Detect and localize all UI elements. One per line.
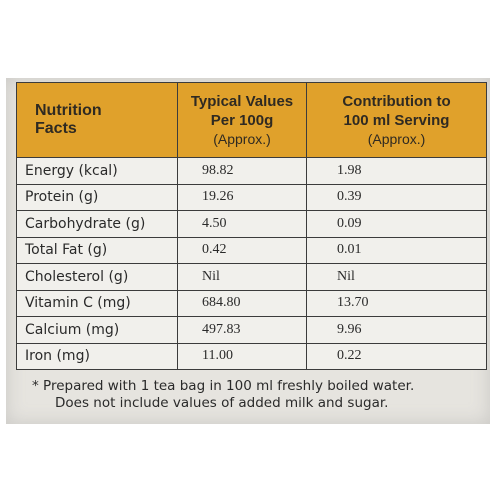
value-per-100g: 4.50 <box>177 210 307 238</box>
value-per-100g: 98.82 <box>177 157 307 185</box>
header-typical-values-line2: Per 100g <box>210 112 274 129</box>
value-per-serving: 0.01 <box>306 236 487 264</box>
nutrition-facts-table: Nutrition Facts Typical Values Per 100g … <box>16 82 487 370</box>
footnote: * Prepared with 1 tea bag in 100 ml fres… <box>32 378 482 412</box>
header-typical-values-line1: Typical Values <box>190 93 294 110</box>
header-title-line2: Facts <box>35 120 77 137</box>
table-row: Iron (mg) 11.00 0.22 <box>16 342 487 370</box>
nutrient-name: Iron (mg) <box>16 342 178 370</box>
table-row: Protein (g) 19.26 0.39 <box>16 183 487 211</box>
value-per-serving: 9.96 <box>306 316 487 344</box>
value-per-serving: 13.70 <box>306 289 487 317</box>
header-contribution-line3: (Approx.) <box>367 131 426 147</box>
table-row: Carbohydrate (g) 4.50 0.09 <box>16 210 487 238</box>
nutrient-name: Carbohydrate (g) <box>16 210 178 238</box>
value-per-100g: Nil <box>177 263 307 291</box>
table-row: Vitamin C (mg) 684.80 13.70 <box>16 289 487 317</box>
value-per-serving: 0.22 <box>306 342 487 370</box>
header-contribution: Contribution to 100 ml Serving (Approx.) <box>306 82 487 158</box>
value-per-100g: 19.26 <box>177 183 307 211</box>
nutrient-name: Total Fat (g) <box>16 236 178 264</box>
value-per-serving: 0.39 <box>306 183 487 211</box>
nutrient-name: Energy (kcal) <box>16 157 178 185</box>
value-per-serving: Nil <box>306 263 487 291</box>
header-title-line1: Nutrition <box>35 102 102 119</box>
footnote-line1: * Prepared with 1 tea bag in 100 ml fres… <box>32 378 415 394</box>
value-per-serving: 0.09 <box>306 210 487 238</box>
nutrient-name: Calcium (mg) <box>16 316 178 344</box>
header-nutrition-facts: Nutrition Facts <box>16 82 178 158</box>
value-per-100g: 684.80 <box>177 289 307 317</box>
table-row: Energy (kcal) 98.82 1.98 <box>16 157 487 185</box>
value-per-100g: 11.00 <box>177 342 307 370</box>
footnote-line2: Does not include values of added milk an… <box>55 395 389 411</box>
header-contribution-line2: 100 ml Serving <box>343 112 450 129</box>
value-per-serving: 1.98 <box>306 157 487 185</box>
header-contribution-line1: Contribution to <box>342 93 451 110</box>
table-row: Total Fat (g) 0.42 0.01 <box>16 236 487 264</box>
nutrient-name: Protein (g) <box>16 183 178 211</box>
value-per-100g: 497.83 <box>177 316 307 344</box>
nutrient-name: Vitamin C (mg) <box>16 289 178 317</box>
table-row: Calcium (mg) 497.83 9.96 <box>16 316 487 344</box>
header-typical-values-line3: (Approx.) <box>213 131 271 147</box>
nutrition-label: Nutrition Facts Typical Values Per 100g … <box>6 78 490 424</box>
nutrient-name: Cholesterol (g) <box>16 263 178 291</box>
header-typical-values: Typical Values Per 100g (Approx.) <box>177 82 307 158</box>
table-row: Cholesterol (g) Nil Nil <box>16 263 487 291</box>
table-header-row: Nutrition Facts Typical Values Per 100g … <box>16 82 487 158</box>
value-per-100g: 0.42 <box>177 236 307 264</box>
